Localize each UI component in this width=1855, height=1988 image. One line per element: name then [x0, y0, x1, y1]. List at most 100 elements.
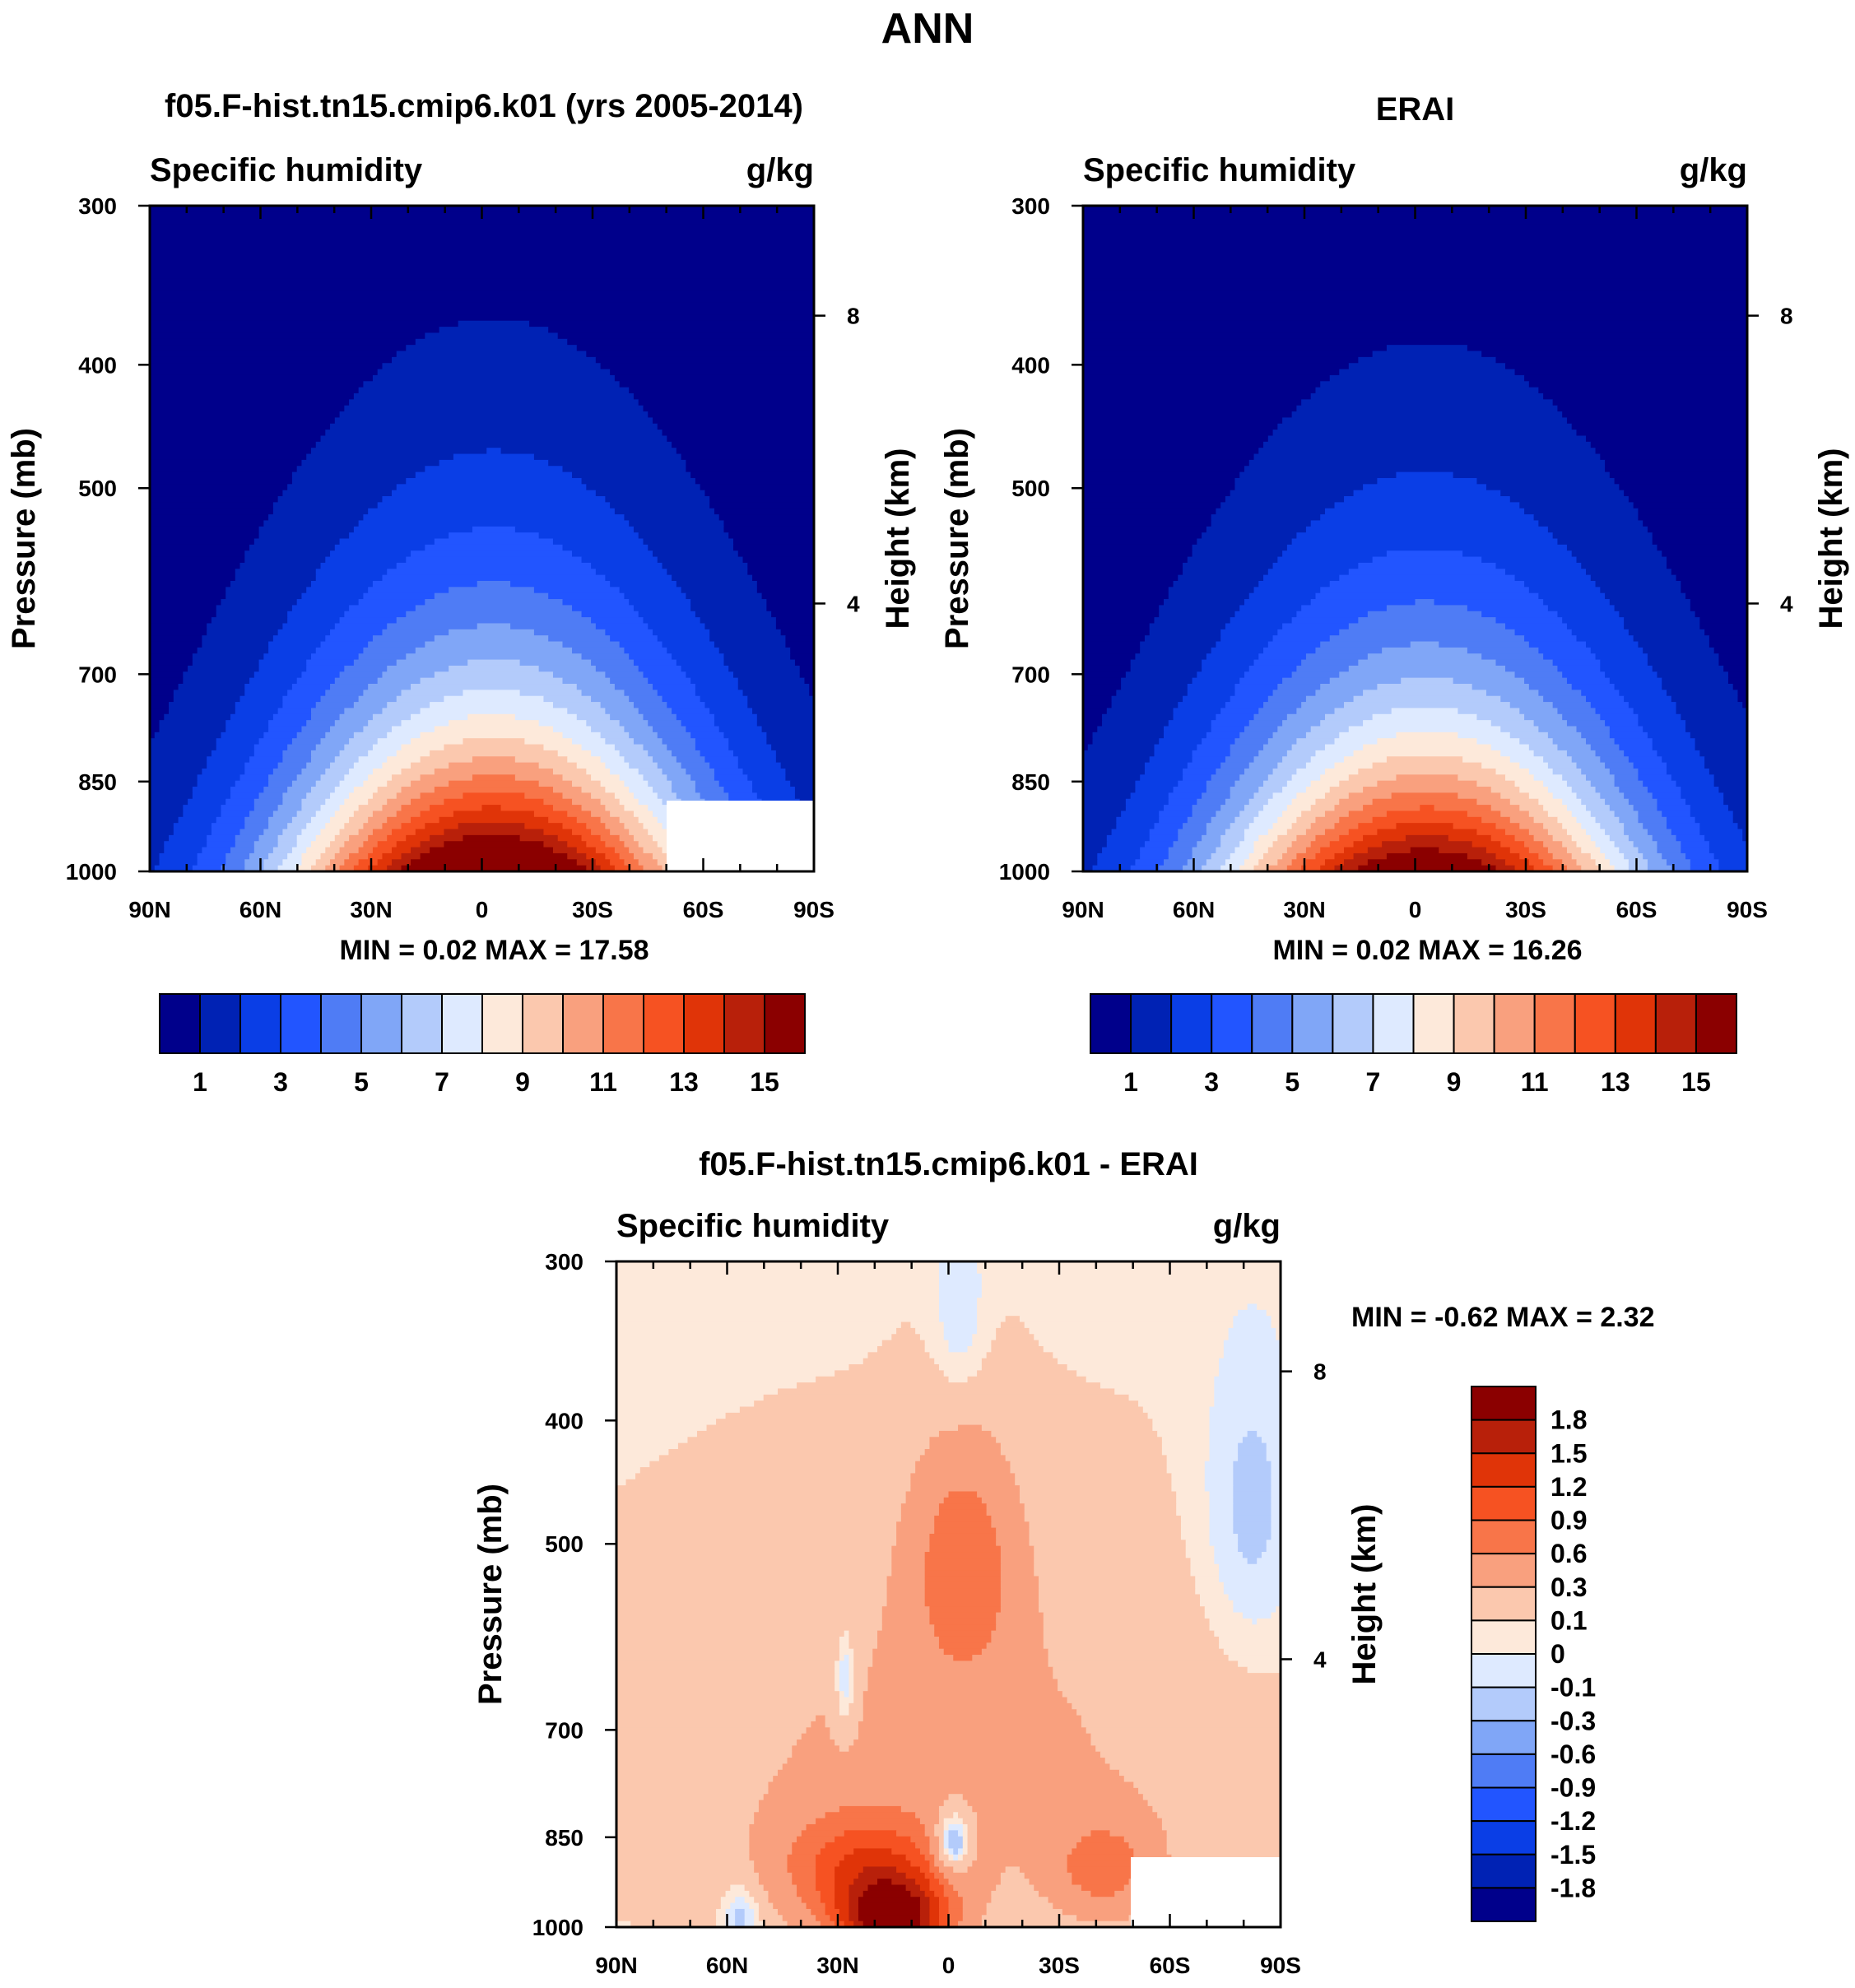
contour-band: [1652, 744, 1696, 751]
contour-band: [1528, 744, 1559, 751]
contour-band: [406, 834, 430, 842]
contour-band: [444, 829, 545, 836]
contour-band: [967, 1842, 978, 1849]
contour-band: [1605, 592, 1686, 600]
contour-band: [686, 466, 814, 473]
contour-band: [948, 1879, 1002, 1886]
contour-band: [853, 1879, 878, 1886]
contour-band: [1543, 859, 1563, 866]
contour-band: [1238, 1448, 1267, 1456]
contour-band: [924, 1830, 935, 1837]
min-max-label: MIN = 0.02 MAX = 16.26: [1272, 935, 1582, 966]
contour-band: [1586, 738, 1616, 746]
contour-band: [277, 496, 384, 503]
contour-band: [221, 811, 250, 818]
contour-band: [150, 756, 207, 764]
contour-band: [858, 1908, 921, 1916]
contour-band: [1233, 1503, 1272, 1511]
contour-band: [1192, 847, 1216, 854]
contour-band: [1176, 1503, 1211, 1511]
contour-band: [216, 816, 245, 824]
contour-band: [1667, 768, 1710, 775]
contour-band: [1363, 484, 1487, 491]
contour-band: [150, 248, 814, 255]
contour-band: [1643, 726, 1686, 733]
contour-band: [1528, 587, 1601, 594]
contour-band: [415, 829, 444, 836]
contour-band: [1233, 1316, 1272, 1323]
contour-band: [737, 677, 806, 685]
contour-band: [962, 1842, 969, 1849]
contour-band: [1562, 617, 1625, 625]
contour-band: [1310, 392, 1544, 400]
contour-band: [1220, 805, 1245, 812]
contour-band: [1225, 829, 1245, 836]
colorbar-swatch: [401, 993, 443, 1054]
contour-band: [150, 805, 184, 812]
contour-band: [835, 1679, 840, 1686]
contour-band: [1109, 1763, 1281, 1771]
colorbar-label: -1.8: [1550, 1873, 1596, 1902]
contour-band: [514, 774, 564, 782]
contour-band: [1083, 248, 1747, 255]
contour-band: [619, 587, 682, 594]
contour-band: [1334, 823, 1359, 830]
contour-band: [263, 787, 288, 793]
contour-band: [401, 805, 430, 812]
contour-band: [953, 1812, 959, 1819]
contour-band: [839, 1642, 850, 1650]
contour-band: [372, 811, 398, 818]
contour-band: [291, 684, 331, 690]
contour-band: [825, 1715, 864, 1722]
contour-band: [514, 526, 635, 533]
contour-band: [150, 538, 255, 546]
contour-band: [150, 296, 814, 304]
contour-band: [1225, 798, 1250, 806]
contour-band: [938, 1897, 950, 1904]
contour-band: [616, 1515, 902, 1522]
contour-band: [962, 1854, 978, 1861]
contour-band: [1234, 780, 1264, 787]
contour-band: [150, 363, 384, 370]
contour-band: [1519, 805, 1544, 812]
contour-band: [1043, 1630, 1215, 1637]
contour-band: [1267, 738, 1297, 746]
contour-band: [1699, 623, 1747, 630]
contour-band: [415, 338, 568, 346]
contour-band: [1081, 1715, 1281, 1722]
y-tick-label: 400: [78, 352, 117, 378]
contour-band: [1609, 471, 1747, 479]
contour-band: [1083, 841, 1108, 848]
contour-band: [924, 1823, 935, 1831]
contour-band: [709, 496, 814, 503]
contour-band: [948, 1902, 964, 1910]
contour-band: [1081, 1836, 1125, 1843]
contour-band: [677, 1442, 931, 1450]
contour-band: [1315, 834, 1340, 842]
contour-band: [616, 1860, 755, 1868]
contour-band: [344, 774, 369, 782]
contour-band: [1029, 1879, 1072, 1886]
contour-band: [562, 544, 649, 551]
contour-band: [1247, 1558, 1258, 1565]
contour-band: [862, 1358, 935, 1365]
contour-band: [934, 1515, 992, 1522]
contour-band: [877, 1642, 940, 1650]
contour-band: [1339, 732, 1397, 739]
contour-band: [467, 659, 521, 667]
contour-band: [150, 798, 188, 806]
contour-band: [1334, 708, 1392, 715]
contour-band: [962, 1818, 978, 1825]
contour-band: [1732, 811, 1747, 818]
contour-band: [1125, 671, 1197, 679]
contour-band: [616, 1624, 883, 1632]
contour-band: [1671, 774, 1715, 782]
contour-band: [1282, 756, 1312, 764]
contour-band: [197, 774, 241, 782]
contour-band: [1609, 834, 1630, 842]
contour-band: [1439, 847, 1487, 854]
contour-band: [1214, 1552, 1244, 1558]
contour-band: [1024, 1321, 1234, 1329]
contour-band: [977, 1298, 1281, 1305]
contour-band: [150, 659, 193, 667]
